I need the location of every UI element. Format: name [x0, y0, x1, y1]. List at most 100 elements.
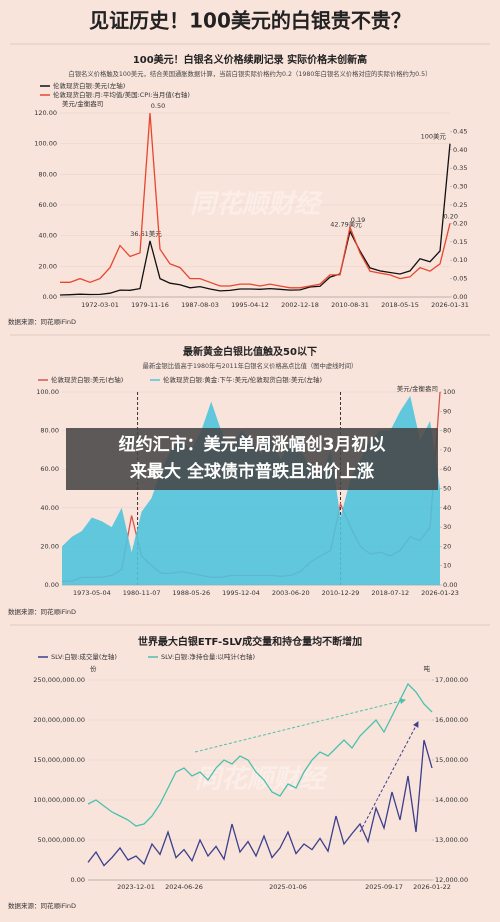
y-tick-label: 200,000,000.00 — [33, 716, 85, 724]
y-tick-label: 60.00 — [38, 201, 57, 209]
y-tick-label: 80.00 — [40, 427, 59, 435]
x-tick-label: 2003-06-20 — [272, 589, 310, 597]
headline-line: 纽约汇市：美元单周涨幅创3月初以 — [118, 435, 386, 455]
legend-label: 伦敦现货白银:美元(右轴) — [51, 375, 123, 384]
y-tick-label: 0.00 — [43, 293, 57, 301]
y-tick-label: 40.00 — [38, 232, 57, 240]
y-axis-label: 美元/金衡盎司 — [62, 99, 103, 108]
legend-label: 伦敦现货白银:黄金:下午:美元/伦敦现货白银:美元(左轴) — [163, 375, 322, 384]
data-label: 36.61美元 — [130, 229, 162, 238]
y-axis-label: 份 — [90, 664, 97, 673]
y-tick-label: 150,000,000.00 — [33, 756, 85, 764]
x-tick-label: 2010-12-29 — [322, 589, 360, 597]
y-tick-label: 20.00 — [40, 542, 59, 550]
y2-tick-label: 0.45 — [453, 127, 467, 135]
y2-tick-label: 70 — [443, 446, 451, 454]
source-note: 数据来源：同花顺iFinD — [8, 607, 76, 616]
trend-arrow — [359, 721, 419, 833]
x-tick-label: 2010-08-31 — [331, 301, 369, 309]
y2-tick-label: 13,000.00 — [435, 836, 468, 844]
x-tick-label: 1980-11-07 — [123, 589, 161, 597]
y-tick-label: 50,000,000.00 — [37, 836, 85, 844]
x-tick-label: 1988-05-26 — [172, 589, 210, 597]
legend-label: SLV:白银:成交量(左轴) — [51, 652, 117, 661]
data-label: 100美元 — [421, 132, 447, 141]
x-tick-label: 1995-12-04 — [222, 589, 260, 597]
y2-tick-label: 17,000.00 — [435, 676, 468, 684]
y2-tick-label: 0.25 — [453, 201, 467, 209]
y-tick-label: 80.00 — [38, 170, 57, 178]
x-tick-label: 2026-01-31 — [431, 301, 469, 309]
main-title: 见证历史！100美元的白银贵不贵？ — [89, 9, 411, 33]
x-tick-label: 1979-11-16 — [131, 301, 169, 309]
y2-tick-label: 50 — [443, 485, 451, 493]
x-tick-label: 1973-05-04 — [73, 589, 111, 597]
y2-tick-label: 0.10 — [453, 256, 467, 264]
y2-tick-label: 0.20 — [453, 219, 467, 227]
legend-label: SLV:白银:净持仓量:以吨计(右轴) — [161, 652, 255, 661]
line — [60, 112, 451, 289]
data-label: 42.79美元 — [330, 219, 362, 228]
x-tick-label: 2024-06-26 — [165, 883, 203, 891]
y-tick-label: 100.00 — [36, 388, 59, 396]
y2-tick-label: 0.30 — [453, 183, 467, 191]
x-tick-label: 2025-09-17 — [365, 883, 403, 891]
line — [87, 739, 433, 867]
y2-tick-label: 0.40 — [453, 146, 467, 154]
x-tick-label: 2002-12-18 — [281, 301, 319, 309]
headline-line: 来最大 全球债市普跌且油价上涨 — [130, 462, 374, 482]
chart-subtitle: 白银名义价格触及100美元，结合美国通胀数据计算，当前白银实际价格约为0.2（1… — [69, 69, 432, 78]
x-tick-label: 2023-12-01 — [117, 883, 155, 891]
y-tick-label: 60.00 — [40, 465, 59, 473]
y2-tick-label: 0.05 — [453, 275, 467, 283]
y2-tick-label: 20 — [443, 542, 451, 550]
data-label: 0.50 — [151, 102, 165, 110]
x-tick-label: 2026-01-23 — [421, 589, 459, 597]
data-label: 0.20 — [444, 212, 458, 220]
line — [59, 143, 451, 296]
y2-tick-label: 12,000.00 — [435, 876, 468, 884]
y2-tick-label: 16,000.00 — [435, 716, 468, 724]
source-note: 数据来源：同花顺iFinD — [8, 317, 76, 326]
data-label: 0.19 — [351, 216, 365, 224]
x-tick-label: 2026-01-22 — [413, 883, 451, 891]
y2-tick-label: 0.00 — [453, 293, 467, 301]
y2-axis-label: 美元/金衡盎司 — [397, 384, 438, 393]
y2-axis-label: 吨 — [424, 664, 431, 673]
x-tick-label: 1972-03-01 — [81, 301, 119, 309]
y2-tick-label: 10 — [443, 562, 451, 570]
y-tick-label: 0.00 — [71, 876, 85, 884]
y-tick-label: 120.00 — [34, 109, 57, 117]
trend-arrow — [194, 698, 406, 753]
y2-tick-label: 40 — [443, 504, 451, 512]
x-tick-label: 2018-07-12 — [371, 589, 409, 597]
y-tick-label: 100.00 — [34, 140, 57, 148]
legend-label: 伦敦现货白银:美元(左轴) — [53, 81, 125, 90]
y2-tick-label: 80 — [443, 427, 451, 435]
chart-title: 最新黄金白银比值触及50以下 — [183, 345, 317, 358]
y2-tick-label: 0.00 — [443, 581, 457, 589]
y-tick-label: 40.00 — [40, 504, 59, 512]
news-headline: 纽约汇市：美元单周涨幅创3月初以 来最大 全球债市普跌且油价上涨 — [66, 428, 438, 490]
y2-tick-label: 60 — [443, 465, 451, 473]
y2-tick-label: 0.35 — [453, 164, 467, 172]
chart-title: 世界最大白银ETF-SLV成交量和持仓量均不断增加 — [138, 635, 362, 648]
area — [62, 395, 440, 585]
y-tick-label: 20.00 — [38, 262, 57, 270]
y2-tick-label: 100 — [443, 388, 455, 396]
line — [87, 682, 433, 827]
watermark: 同花顺财经 — [190, 190, 323, 220]
source-note: 数据来源：同花顺iFinD — [8, 901, 76, 910]
x-tick-label: 1987-08-03 — [181, 301, 219, 309]
chart-title: 100美元！白银名义价格续刷记录 实际价格未创新高 — [133, 53, 367, 66]
legend-label: 伦敦现货白银:月:平均值/美国:CPI:当月值(右轴) — [53, 90, 190, 99]
y2-tick-label: 15,000.00 — [435, 756, 468, 764]
y-tick-label: 250,000,000.00 — [33, 676, 85, 684]
y-tick-label: 0.00 — [45, 581, 59, 589]
y2-tick-label: 14,000.00 — [435, 796, 468, 804]
x-tick-label: 2018-05-15 — [381, 301, 419, 309]
chart-subtitle: 最新金银比值高于1980年与2011年白银名义价格高点比值（图中虚线时间） — [143, 361, 358, 370]
x-tick-label: 1995-04-12 — [231, 301, 269, 309]
y2-tick-label: 0.15 — [453, 238, 467, 246]
